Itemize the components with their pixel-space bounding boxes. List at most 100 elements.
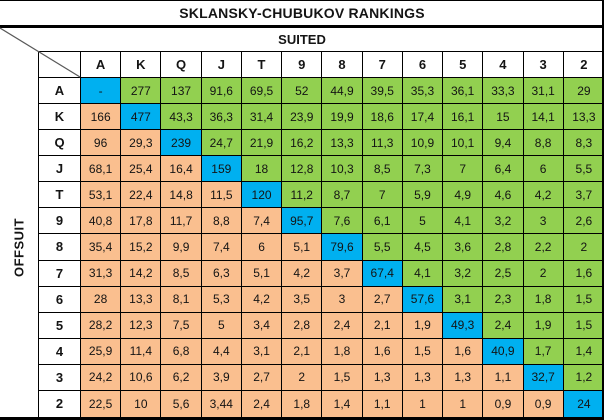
value-cell: 3,5: [282, 286, 323, 313]
value-cell: 2,1: [282, 338, 323, 365]
value-cell: 24,7: [201, 130, 242, 157]
value-cell: 11,5: [201, 182, 242, 209]
offsuit-group-label: OFFSUIT: [11, 217, 27, 277]
value-cell: 1,5: [563, 286, 604, 313]
value-cell: 96: [81, 130, 122, 157]
table-top-border: [0, 0, 604, 1]
value-cell: 1,3: [443, 364, 484, 391]
value-cell: 8,5: [161, 260, 202, 287]
value-cell: 1,7: [523, 338, 564, 365]
value-cell: 2,2: [523, 234, 564, 261]
value-cell: 39,5: [362, 78, 403, 105]
value-cell: 7,6: [322, 208, 363, 235]
value-cell: 2,7: [362, 286, 403, 313]
column-header-cell: Q: [161, 52, 202, 78]
row-header-cell: 5: [39, 312, 81, 339]
value-cell: 1: [443, 390, 484, 417]
value-cell: 21,9: [241, 130, 283, 157]
value-cell: 2,4: [241, 390, 283, 417]
row-header-cell: A: [39, 78, 81, 105]
value-cell: 4,4: [201, 338, 242, 365]
corner-cell: [39, 52, 81, 78]
value-cell: 9,4: [483, 130, 524, 157]
value-cell: 31,4: [241, 104, 283, 131]
row-header-cell: 8: [39, 234, 81, 261]
value-cell: 6,2: [161, 364, 202, 391]
row-header-cell: J: [39, 156, 81, 183]
value-cell: 7: [443, 156, 484, 183]
row-header-cell: 7: [39, 260, 81, 287]
row-header-cell: 2: [39, 390, 81, 417]
value-cell: 8,5: [362, 156, 403, 183]
row-header-cell: 3: [39, 364, 81, 391]
value-cell: 6,8: [161, 338, 202, 365]
value-cell: 2,6: [563, 208, 604, 235]
value-cell: 3,6: [443, 234, 484, 261]
value-cell: 4,6: [483, 182, 524, 209]
value-cell: 13,3: [121, 286, 162, 313]
value-cell: 4,1: [402, 260, 444, 287]
column-header-cell: 6: [402, 52, 444, 78]
value-cell: 17,8: [121, 208, 162, 235]
value-cell: 67,4: [362, 260, 403, 287]
value-cell: 10,1: [443, 130, 484, 157]
table-bottom-border: [0, 417, 604, 420]
value-cell: 29: [563, 78, 604, 105]
value-cell: 1,8: [523, 286, 564, 313]
value-cell: 277: [121, 78, 162, 105]
value-cell: 40,8: [81, 208, 122, 235]
value-cell: 28,2: [81, 312, 122, 339]
row-header-cell: 9: [39, 208, 81, 235]
value-cell: 12,3: [121, 312, 162, 339]
suited-group-label: SUITED: [278, 32, 326, 47]
value-cell: 1,6: [443, 338, 484, 365]
value-cell: 10,6: [121, 364, 162, 391]
value-cell: 2,3: [483, 286, 524, 313]
value-cell: 25,4: [121, 156, 162, 183]
value-cell: 2: [282, 364, 323, 391]
value-cell: 239: [161, 130, 202, 157]
value-cell: 49,3: [443, 312, 484, 339]
value-cell: 11,4: [121, 338, 162, 365]
value-cell: 95,7: [282, 208, 323, 235]
value-cell: 3,7: [563, 182, 604, 209]
value-cell: 10: [121, 390, 162, 417]
value-cell: 16,1: [443, 104, 484, 131]
column-header-cell: K: [121, 52, 162, 78]
value-cell: 2,8: [282, 312, 323, 339]
value-cell: 40,9: [483, 338, 524, 365]
value-cell: 3,1: [443, 286, 484, 313]
value-cell: 24: [563, 390, 604, 417]
value-cell: 5,1: [241, 260, 283, 287]
value-cell: 11,7: [161, 208, 202, 235]
value-cell: 5,3: [201, 286, 242, 313]
value-cell: 4,2: [523, 182, 564, 209]
value-cell: -: [81, 78, 122, 105]
value-cell: 5,1: [282, 234, 323, 261]
value-cell: 19,9: [322, 104, 363, 131]
value-cell: 91,6: [201, 78, 242, 105]
value-cell: 2,7: [241, 364, 283, 391]
value-cell: 1,1: [483, 364, 524, 391]
column-header-cell: 7: [362, 52, 403, 78]
value-cell: 1,9: [402, 312, 444, 339]
column-header-cell: T: [241, 52, 283, 78]
value-cell: 4,2: [282, 260, 323, 287]
value-cell: 2: [523, 260, 564, 287]
value-cell: 3,7: [322, 260, 363, 287]
value-cell: 3,4: [241, 312, 283, 339]
value-cell: 35,4: [81, 234, 122, 261]
value-cell: 1,6: [563, 260, 604, 287]
value-cell: 23,9: [282, 104, 323, 131]
value-cell: 79,6: [322, 234, 363, 261]
value-cell: 13,3: [322, 130, 363, 157]
value-cell: 1,9: [523, 312, 564, 339]
row-header-cell: T: [39, 182, 81, 209]
value-cell: 137: [161, 78, 202, 105]
value-cell: 120: [241, 182, 283, 209]
value-cell: 1,5: [563, 312, 604, 339]
value-cell: 7: [362, 182, 403, 209]
value-cell: 6: [241, 234, 283, 261]
value-cell: 6,3: [201, 260, 242, 287]
value-cell: 16,4: [161, 156, 202, 183]
